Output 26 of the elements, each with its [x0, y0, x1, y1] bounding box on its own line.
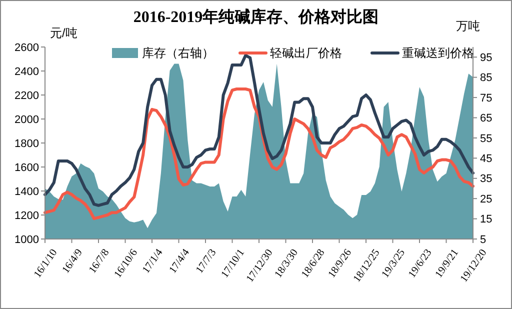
y2-tick-label: 25: [480, 193, 492, 206]
y2-tick-label: 45: [480, 153, 492, 166]
legend-label: 库存（右轴）: [142, 46, 214, 60]
y-tick-label: 1800: [14, 138, 39, 150]
y-tick-label: 1400: [14, 186, 39, 198]
y2-tick-label: 95: [480, 52, 492, 64]
y2-tick-label: 55: [480, 132, 492, 145]
y-tick-label: 2600: [14, 42, 39, 54]
y-tick-label: 1600: [14, 162, 39, 174]
y2-tick-label: 15: [480, 214, 492, 226]
y2-tick-label: 65: [480, 112, 492, 125]
y2-tick-label: 75: [480, 92, 492, 104]
y-tick-label: 2400: [14, 66, 39, 78]
line-series: [44, 88, 474, 220]
y2-tick-label: 5: [480, 234, 486, 246]
chart-title: 2016-2019年纯碱库存、价格对比图: [133, 8, 379, 26]
y-tick-label: 2000: [14, 114, 39, 126]
y2-tick-label: 85: [480, 72, 492, 84]
y-tick-label: 1200: [14, 210, 39, 222]
y2-tick-label: 35: [480, 173, 492, 186]
y-tick-label: 1000: [14, 234, 39, 246]
legend-label: 轻碱出厂价格: [270, 46, 342, 60]
legend-label: 重碱送到价格: [402, 46, 474, 60]
y2-axis-title: 万吨: [456, 19, 480, 33]
y-axis-title: 元/吨: [50, 26, 78, 40]
y-tick-label: 2200: [14, 90, 39, 102]
